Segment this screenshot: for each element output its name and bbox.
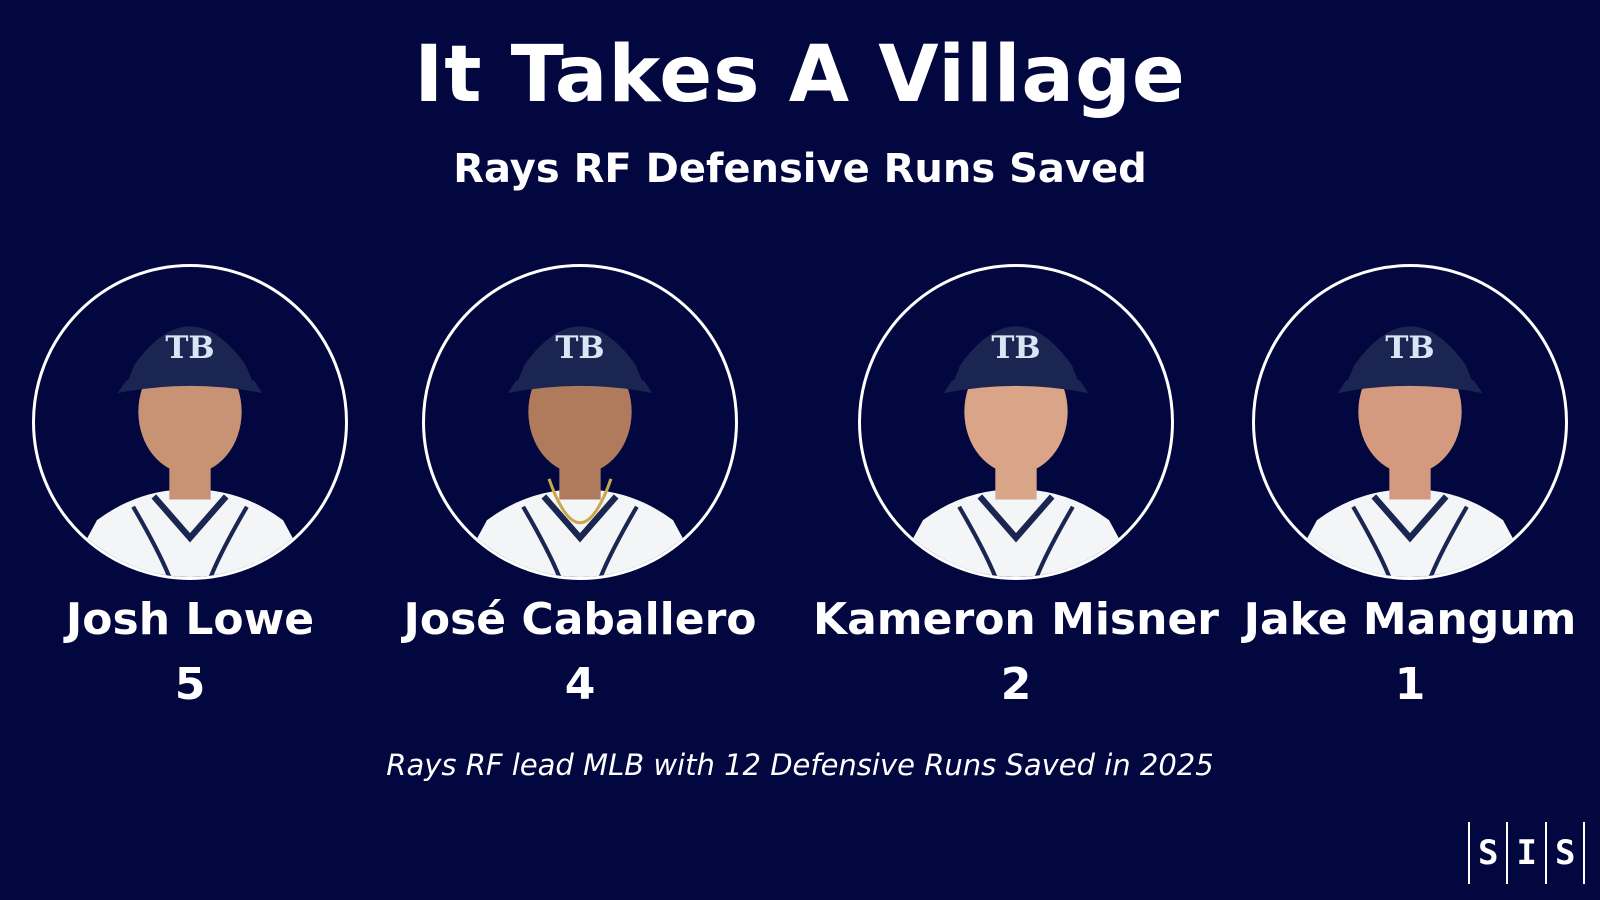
player-drs-value: 5 <box>174 659 206 710</box>
logo-divider <box>1583 822 1586 884</box>
footnote: Rays RF lead MLB with 12 Defensive Runs … <box>386 748 1214 782</box>
player-photo: TB <box>32 264 348 580</box>
player-drs-value: 4 <box>564 659 596 710</box>
cap-logo: TB <box>991 330 1040 366</box>
logo-letter: S <box>1554 833 1576 873</box>
player-drs-value: 2 <box>1000 659 1032 710</box>
player-drs-value: 1 <box>1394 659 1426 710</box>
page-subtitle: Rays RF Defensive Runs Saved <box>453 146 1147 192</box>
player-card-4: TB Jake Mangum 1 <box>1190 264 1600 710</box>
player-name: Jake Mangum <box>1243 594 1577 645</box>
player-card-2: TB José Caballero 4 <box>360 264 800 710</box>
cap-logo: TB <box>1385 330 1434 366</box>
player-headshot-icon: TB <box>1286 326 1534 577</box>
player-photo: TB <box>422 264 738 580</box>
logo-divider <box>1468 822 1470 884</box>
player-name: Kameron Misner <box>813 594 1219 645</box>
page-title: It Takes A Village <box>414 30 1186 120</box>
player-photo: TB <box>1252 264 1568 580</box>
cap-logo: TB <box>555 330 604 366</box>
player-card-3: TB Kameron Misner 2 <box>796 264 1236 710</box>
player-card-1: TB Josh Lowe 5 <box>0 264 410 710</box>
logo-divider <box>1544 822 1547 884</box>
player-name: José Caballero <box>403 594 757 645</box>
cap-logo: TB <box>165 330 214 366</box>
logo-letter: I <box>1516 833 1537 873</box>
logo-letter: S <box>1478 833 1499 873</box>
player-headshot-icon: TB <box>456 326 704 577</box>
logo-divider <box>1506 822 1509 884</box>
player-photo: TB <box>858 264 1174 580</box>
sis-logo: S I S <box>1468 822 1586 884</box>
player-name: Josh Lowe <box>65 594 315 645</box>
player-headshot-icon: TB <box>66 326 314 577</box>
player-headshot-icon: TB <box>892 326 1140 577</box>
